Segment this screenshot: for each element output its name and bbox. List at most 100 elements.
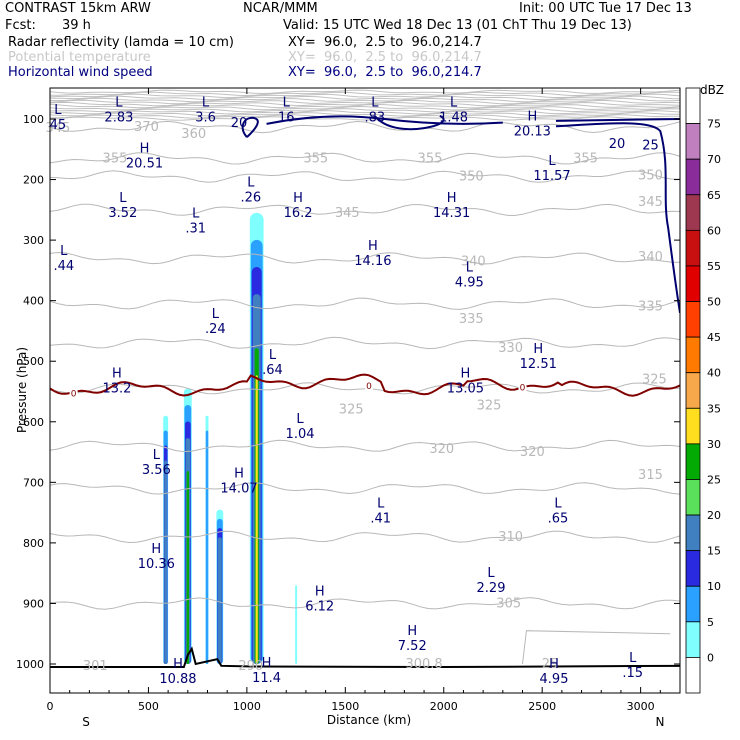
- colorbar-level-label: 60: [707, 224, 721, 237]
- wind-extremum-marker: L: [450, 96, 458, 111]
- wind-extremum-value: .64: [262, 363, 283, 378]
- y-tick-label: 500: [23, 355, 44, 368]
- wind-extremum-marker: L: [192, 207, 200, 222]
- wind-extremum-value: 3.52: [108, 206, 137, 221]
- colorbar-swatch: [685, 514, 701, 552]
- wind-extremum-marker: L: [554, 497, 562, 512]
- colorbar-swatch: [685, 194, 701, 231]
- colorbar-swatch: [685, 407, 701, 445]
- colorbar-swatch: [685, 87, 701, 124]
- wind-extremum-marker: L: [548, 154, 556, 169]
- theta-contour-upper: [50, 116, 680, 121]
- x-tick-label: 2500: [528, 700, 556, 713]
- theta-label: 340: [638, 250, 663, 265]
- theta-label: 350: [638, 168, 663, 183]
- freezing-level-label: 0: [520, 383, 526, 393]
- wind-extremum-value: 2.83: [104, 111, 133, 126]
- wind-layer: [241, 115, 680, 313]
- theta-contour: [50, 203, 680, 217]
- wind-extremum-value: .44: [53, 259, 74, 274]
- wind-extremum-marker: L: [119, 191, 127, 206]
- theta-contour-upper: [50, 112, 680, 117]
- colorbar-swatch: [685, 550, 701, 587]
- model-title: CONTRAST 15km ARW: [5, 1, 151, 16]
- theta-label: 290: [238, 659, 263, 674]
- init-time: Init: 00 UTC Tue 17 Dec 13: [519, 1, 692, 16]
- field-reflectivity-xy: XY= 96.0, 2.5 to 96.0,214.7: [288, 35, 482, 50]
- axes: 0 500 1000 1500 2000 2500 30001002003004005006…: [16, 88, 681, 713]
- wind-extremum-marker: L: [60, 244, 68, 259]
- wind-extremum-value: .83: [365, 111, 386, 126]
- terrain-line: [50, 646, 680, 669]
- wind-extremum-value: 1.48: [439, 111, 468, 126]
- x-tick-label: 2000: [430, 700, 458, 713]
- wind-extremum-value: 11.4: [252, 671, 281, 686]
- theta-label: 25: [542, 657, 559, 672]
- y-tick-label: 400: [23, 295, 44, 308]
- colorbar-level-label: 15: [707, 545, 721, 558]
- y-tick-label: 100: [23, 113, 44, 126]
- theta-contour: [50, 152, 680, 165]
- theta-contour: [50, 297, 680, 310]
- wind-extremum-marker: L: [487, 566, 495, 581]
- wind-extremum-value: 3.6: [195, 111, 216, 126]
- x-end-label-south: S: [82, 715, 90, 729]
- freezing-level-contour: [50, 373, 680, 397]
- wind-extremum-value: .41: [370, 512, 391, 527]
- y-tick-label: 700: [23, 476, 44, 489]
- theta-label: 370: [134, 120, 159, 135]
- theta-contour: [50, 482, 680, 495]
- theta-label: 330: [498, 341, 523, 356]
- colorbar-level-label: 10: [707, 580, 721, 593]
- wind-extremum-marker: L: [629, 651, 637, 666]
- theta-layer: [50, 89, 680, 665]
- x-axis-label: Distance (km): [327, 713, 411, 727]
- wind-extremum-value: 14.07: [220, 481, 257, 496]
- theta-contour: [50, 439, 680, 453]
- wind-extremum-marker: H: [173, 657, 183, 672]
- wind-extremum-marker: H: [151, 542, 161, 557]
- theta-contour-upper: [50, 99, 680, 105]
- label-layer: 345 360 355 355 355 355 350 350 345 345 340 340 335 3…: [45, 96, 666, 687]
- theta-label: 320: [429, 442, 454, 457]
- wind-extremum-marker: H: [533, 342, 543, 357]
- theta-label: 320: [520, 445, 545, 460]
- theta-label: 355: [103, 151, 128, 166]
- colorbar-swatch: [685, 265, 701, 302]
- wind-extremum-value: 3.56: [142, 463, 171, 478]
- theta-contour: [50, 530, 680, 544]
- theta-contour: [50, 597, 680, 610]
- wind-contour-north: [555, 118, 680, 122]
- field-theta-name: Potential temperature: [8, 50, 151, 65]
- theta-contour-upper: [50, 97, 680, 103]
- theta-label: 345: [638, 195, 663, 210]
- wind-extremum-value: 10.88: [159, 672, 196, 687]
- colorbar-swatch: [685, 657, 701, 694]
- field-reflectivity-name: Radar reflectivity (lamda = 10 cm): [8, 35, 234, 50]
- colorbar-swatch: [685, 301, 701, 338]
- theta-label: 325: [642, 372, 667, 387]
- wind-extremum-marker: L: [212, 307, 220, 322]
- x-end-label-north: N: [656, 715, 665, 729]
- theta-contour: [50, 120, 680, 134]
- wind-extremum-marker: L: [296, 412, 304, 427]
- theta-label: 335: [459, 312, 484, 327]
- colorbar-level-label: 40: [707, 367, 721, 380]
- colorbar-level-label: 30: [707, 438, 721, 451]
- wind-extremum-marker: L: [269, 348, 277, 363]
- colorbar-swatch: [685, 585, 701, 623]
- theta-label: 345: [45, 121, 70, 136]
- wind-extremum-marker: L: [377, 497, 385, 512]
- wind-contour-closed-2: [374, 115, 445, 131]
- freezing-level-layer: 0 0 0: [50, 373, 680, 399]
- wind-extremum-marker: L: [466, 260, 474, 275]
- wind-extremum-value: 14.31: [433, 206, 470, 221]
- colorbar-level-label: 25: [707, 473, 721, 486]
- theta-contour-upper: [50, 93, 680, 99]
- wind-extremum-marker: H: [527, 110, 537, 125]
- freezing-label-bg: [364, 380, 373, 391]
- colorbar-level-label: 55: [707, 260, 721, 273]
- colorbar-level-label: 45: [707, 331, 721, 344]
- colorbar-swatch: [685, 443, 701, 480]
